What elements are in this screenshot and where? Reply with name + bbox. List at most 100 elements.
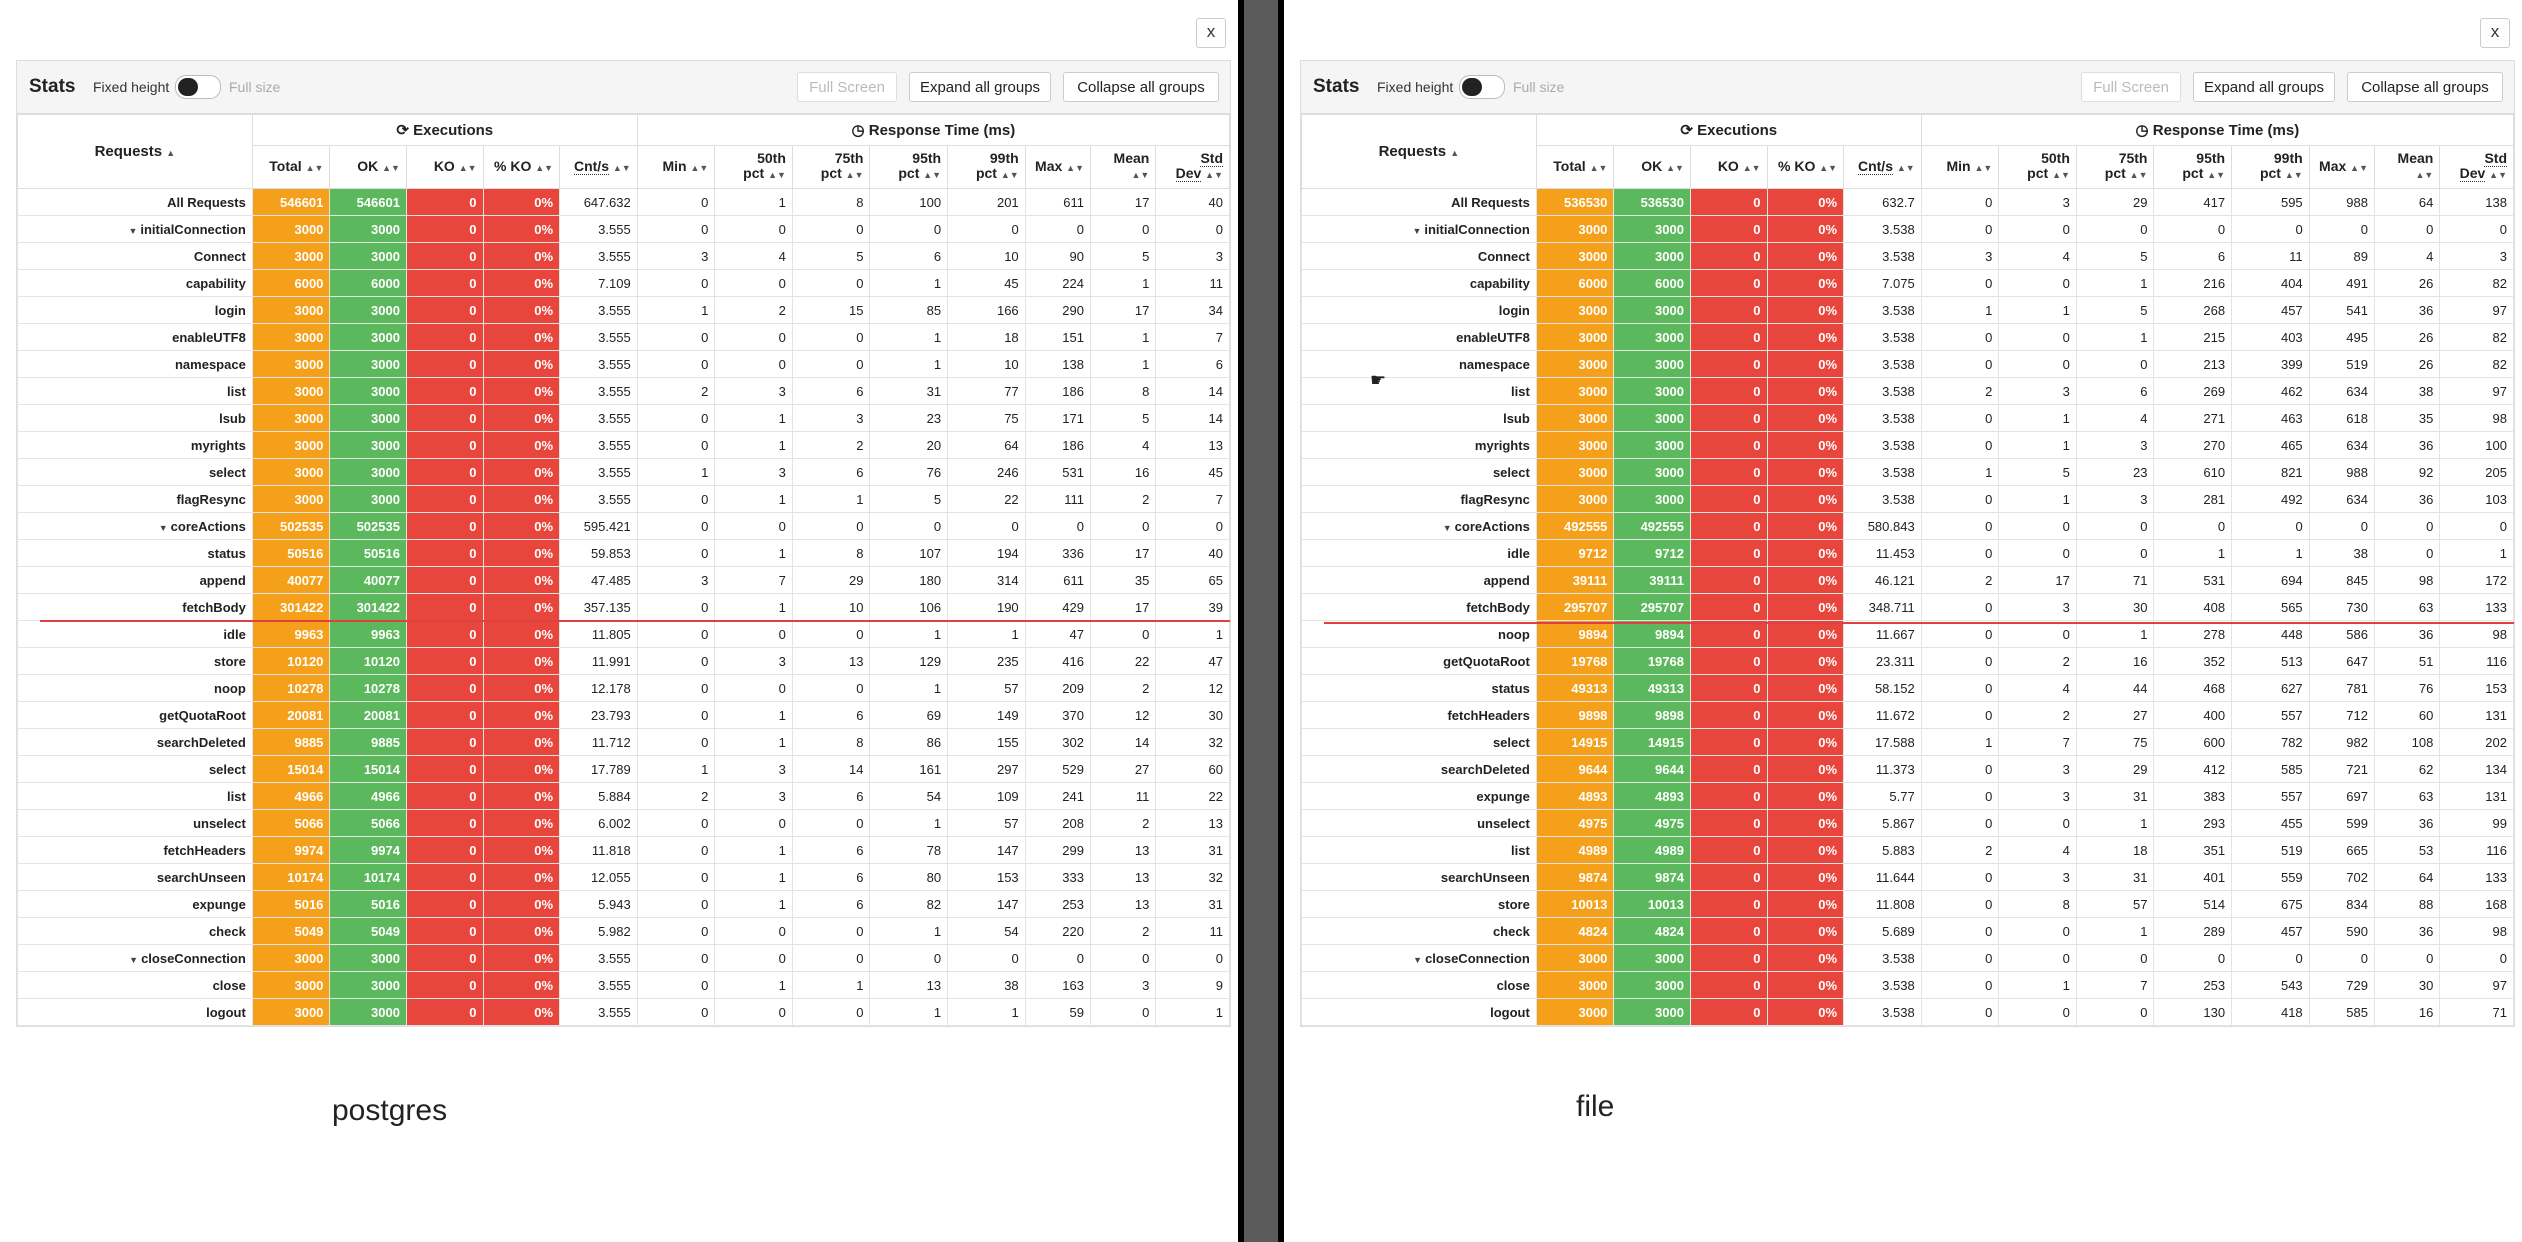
requests-header[interactable]: Requests ▲ xyxy=(1301,114,1537,189)
request-name[interactable]: ▼ closeConnection xyxy=(1301,944,1537,972)
collapse-caret-icon[interactable]: ▼ xyxy=(1413,954,1423,965)
request-name[interactable]: ▼ initialConnection xyxy=(1301,215,1537,243)
full-screen-button[interactable]: Full Screen xyxy=(797,72,897,102)
col-ko[interactable]: KO ▲▼ xyxy=(405,145,484,189)
stat-cell: 821 xyxy=(2231,458,2310,486)
stat-cell: 82 xyxy=(2439,323,2514,351)
stat-cell: 514 xyxy=(2153,890,2233,918)
stat-cell: 9963 xyxy=(329,620,407,648)
stat-cell: 611 xyxy=(1024,566,1092,594)
stat-cell: 314 xyxy=(947,566,1026,594)
stat-cell: 253 xyxy=(1024,890,1092,918)
col-p75[interactable]: 75th pct ▲▼ xyxy=(2075,145,2155,189)
col-min[interactable]: Min ▲▼ xyxy=(1920,145,2000,189)
col-cnt[interactable]: Cnt/s ▲▼ xyxy=(559,145,638,189)
stat-cell: 781 xyxy=(2308,674,2376,702)
col-p75[interactable]: 75th pct ▲▼ xyxy=(791,145,871,189)
stat-cell: 53 xyxy=(2373,836,2441,864)
stat-cell: 0 xyxy=(405,647,484,675)
stat-cell: 0 xyxy=(791,350,871,378)
col-ok[interactable]: OK ▲▼ xyxy=(1613,145,1691,189)
requests-header[interactable]: Requests ▲ xyxy=(17,114,253,189)
col-p50[interactable]: 50th pct ▲▼ xyxy=(714,145,793,189)
stat-cell: 0% xyxy=(1766,647,1845,675)
fixed-height-label: Fixed height xyxy=(1377,79,1454,95)
stat-cell: 39111 xyxy=(1535,566,1615,594)
col-ko[interactable]: KO ▲▼ xyxy=(1689,145,1768,189)
col-max[interactable]: Max ▲▼ xyxy=(2308,145,2376,189)
stat-cell: 9894 xyxy=(1613,620,1691,648)
sort-icon: ▲▼ xyxy=(2415,170,2434,180)
col-pko[interactable]: % KO ▲▼ xyxy=(1766,145,1845,189)
stat-cell: 0% xyxy=(1766,377,1845,405)
stat-cell: 0% xyxy=(482,296,561,324)
collapse-caret-icon[interactable]: ▼ xyxy=(129,954,139,965)
collapse-all-button[interactable]: Collapse all groups xyxy=(1063,72,1219,102)
table-row: list 3000 3000 0 0% 3.555 2 3 6 31 77 186 8 14 xyxy=(17,377,1230,405)
col-min[interactable]: Min ▲▼ xyxy=(636,145,716,189)
col-mean[interactable]: Mean ▲▼ xyxy=(2373,145,2441,189)
col-mean[interactable]: Mean ▲▼ xyxy=(1089,145,1157,189)
request-name: lsub xyxy=(17,404,253,432)
col-pko[interactable]: % KO ▲▼ xyxy=(482,145,561,189)
stat-cell: 3.538 xyxy=(1843,404,1922,432)
collapse-caret-icon[interactable]: ▼ xyxy=(1412,225,1422,236)
col-p95[interactable]: 95th pct ▲▼ xyxy=(2153,145,2233,189)
size-toggle[interactable] xyxy=(175,75,221,99)
collapse-caret-icon[interactable]: ▼ xyxy=(158,522,168,533)
full-screen-button[interactable]: Full Screen xyxy=(2081,72,2181,102)
col-stddev[interactable]: Std Dev ▲▼ xyxy=(1155,145,1230,189)
stat-cell: 0 xyxy=(2373,539,2441,567)
col-stddev[interactable]: Std Dev ▲▼ xyxy=(2439,145,2514,189)
stat-cell: 0 xyxy=(2075,350,2155,378)
expand-all-button[interactable]: Expand all groups xyxy=(2193,72,2335,102)
stat-cell: 0% xyxy=(482,485,561,513)
stat-cell: 130 xyxy=(2153,998,2233,1026)
stat-cell: 10120 xyxy=(329,647,407,675)
expand-all-button[interactable]: Expand all groups xyxy=(909,72,1051,102)
stat-cell: 0 xyxy=(1998,512,2077,540)
col-ok[interactable]: OK ▲▼ xyxy=(329,145,407,189)
table-row: searchDeleted 9644 9644 0 0% 11.373 0 3 29 412 585… xyxy=(1301,755,2514,783)
request-name: fetchBody xyxy=(17,593,253,621)
sort-icon: ▲▼ xyxy=(1666,162,1684,173)
stat-cell: 14 xyxy=(1089,728,1157,756)
stat-cell: 0 xyxy=(2373,512,2441,540)
col-p95[interactable]: 95th pct ▲▼ xyxy=(869,145,949,189)
stat-cell: 17 xyxy=(1089,539,1157,567)
col-total[interactable]: Total ▲▼ xyxy=(1535,145,1615,189)
stat-cell: 205 xyxy=(2439,458,2514,486)
stat-cell: 0 xyxy=(405,350,484,378)
col-p99[interactable]: 99th pct ▲▼ xyxy=(2231,145,2310,189)
stat-cell: 1 xyxy=(714,431,793,459)
request-name[interactable]: ▼ coreActions xyxy=(1301,512,1537,540)
close-button[interactable]: x xyxy=(2480,18,2510,48)
stat-cell: 98 xyxy=(2373,566,2441,594)
stat-cell: 782 xyxy=(2231,728,2310,756)
request-name[interactable]: ▼ closeConnection xyxy=(17,944,253,972)
stat-cell: 0 xyxy=(1920,755,2000,783)
stat-cell: 5 xyxy=(2075,296,2155,324)
collapse-caret-icon[interactable]: ▼ xyxy=(1442,522,1452,533)
request-name[interactable]: ▼ initialConnection xyxy=(17,215,253,243)
stat-cell: 595 xyxy=(2231,188,2310,216)
stat-cell: 3 xyxy=(1089,971,1157,999)
col-p50[interactable]: 50th pct ▲▼ xyxy=(1998,145,2077,189)
stat-cell: 0% xyxy=(1766,971,1845,999)
size-toggle[interactable] xyxy=(1459,75,1505,99)
stat-cell: 59.853 xyxy=(559,539,638,567)
stat-cell: 0% xyxy=(482,620,561,648)
collapse-caret-icon[interactable]: ▼ xyxy=(128,225,138,236)
request-name: login xyxy=(17,296,253,324)
col-total[interactable]: Total ▲▼ xyxy=(251,145,331,189)
col-cnt[interactable]: Cnt/s ▲▼ xyxy=(1843,145,1922,189)
request-name[interactable]: ▼ coreActions xyxy=(17,512,253,540)
request-name: unselect xyxy=(17,809,253,837)
stat-cell: 0% xyxy=(1766,782,1845,810)
col-p99[interactable]: 99th pct ▲▼ xyxy=(947,145,1026,189)
stat-cell: 665 xyxy=(2308,836,2376,864)
collapse-all-button[interactable]: Collapse all groups xyxy=(2347,72,2503,102)
col-max[interactable]: Max ▲▼ xyxy=(1024,145,1092,189)
stat-cell: 10013 xyxy=(1613,890,1691,918)
close-button[interactable]: x xyxy=(1196,18,1226,48)
